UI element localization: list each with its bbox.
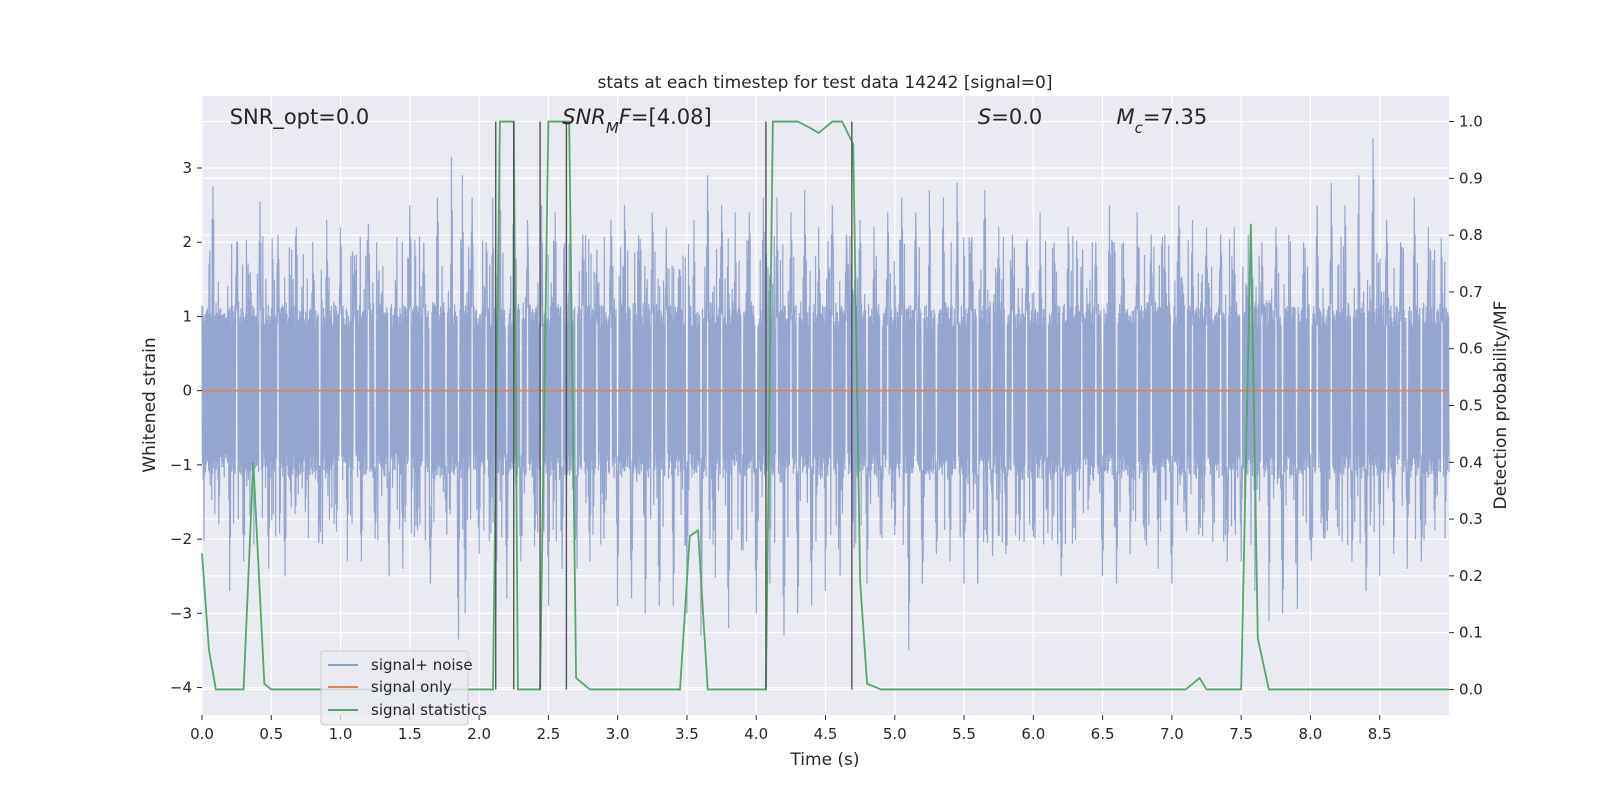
y-tick-label-left: 3 [182,159,192,177]
noise-series [201,138,1450,651]
annotation-part: F [619,105,632,129]
y-tick-label-right: 0.7 [1459,283,1483,301]
y-tick-label-right: 0.1 [1459,624,1483,642]
chart-title: stats at each timestep for test data 142… [598,73,1053,93]
vertical-markers [495,121,853,690]
x-tick-label: 4.5 [814,725,838,743]
y-axis-label-right: Detection probability/MF [1491,301,1511,510]
x-tick-label: 3.5 [675,725,699,743]
y-tick-label-right: 0.3 [1459,510,1483,528]
annotations: SNR_opt=0.0 SNRMF=[4.08] S=0.0 Mc=7.35 [230,105,1207,137]
y-ticks-right: 0.0 0.1 0.2 0.3 0.4 0.5 0.6 0.7 0.8 0.9 1.0 [1449,113,1483,698]
legend-label-noise: signal+ noise [371,656,473,674]
annotation-part: S [978,105,991,129]
annotation-part: =[4.08] [631,105,712,129]
noise-trace [201,138,1450,651]
y-tick-label-right: 0.5 [1459,397,1483,415]
y-tick-label-right: 0.9 [1459,169,1483,187]
annotation-text: S=0.0 [978,105,1042,129]
y-tick-label-right: 0.0 [1459,680,1483,698]
annotation-text: Mc=7.35 [1116,105,1207,137]
annotation-text: SNR_opt=0.0 [230,105,370,130]
y-tick-label-right: 0.8 [1459,226,1483,244]
annotation-part: SNR [562,105,606,129]
annotation-part: SNR_opt=0.0 [230,105,370,130]
x-tick-label: 7.5 [1229,725,1253,743]
x-tick-label: 1.5 [398,725,422,743]
x-tick-label: 6.5 [1091,725,1115,743]
x-tick-label: 8.0 [1299,725,1323,743]
legend-label-statistics: signal statistics [371,701,487,719]
x-tick-label: 8.5 [1368,725,1392,743]
y-axis-label-left: Whitened strain [140,337,160,472]
y-tick-label-right: 1.0 [1459,113,1483,131]
y-tick-label-left: −1 [170,456,192,474]
x-tick-label: 7.0 [1160,725,1184,743]
y-tick-label-left: 0 [182,382,192,400]
legend: signal+ noise signal only signal statist… [320,650,487,726]
y-tick-label-left: −2 [170,530,192,548]
x-axis-label: Time (s) [789,750,859,770]
y-tick-label-left: 1 [182,307,192,325]
x-ticks: 0.0 0.5 1.0 1.5 2.0 2.5 3.0 3.5 4.0 4.5 5.0 5.5 6.0 6… [190,715,1392,743]
annotation-part: M [1116,105,1134,129]
x-tick-label: 1.0 [329,725,353,743]
annotation-part: =7.35 [1143,105,1207,129]
annotation-part: c [1135,119,1144,137]
x-tick-label: 0.0 [190,725,214,743]
x-tick-label: 5.5 [952,725,976,743]
y-ticks-left: −4 −3 −2 −1 0 1 2 3 [170,159,202,697]
annotation-part: =0.0 [991,105,1042,129]
legend-label-signal: signal only [371,678,452,696]
annotation-text: SNRMF=[4.08] [562,105,711,137]
x-tick-label: 3.0 [606,725,630,743]
y-tick-label-left: −3 [170,604,192,622]
x-tick-label: 0.5 [259,725,283,743]
y-tick-label-left: −4 [170,679,192,697]
x-tick-label: 2.0 [467,725,491,743]
y-tick-label-left: 2 [182,233,192,251]
y-tick-label-right: 0.6 [1459,340,1483,358]
legend-box [320,650,469,726]
x-tick-label: 5.0 [883,725,907,743]
x-tick-label: 6.0 [1021,725,1045,743]
y-tick-label-right: 0.4 [1459,453,1483,471]
x-tick-label: 4.0 [744,725,768,743]
annotation-part: M [606,119,619,137]
x-tick-label: 2.5 [536,725,560,743]
y-tick-label-right: 0.2 [1459,567,1483,585]
